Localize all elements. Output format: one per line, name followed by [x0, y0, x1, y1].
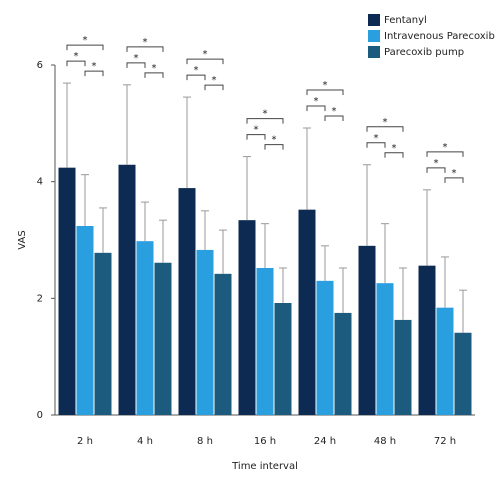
- significance-bracket: [84, 70, 104, 77]
- significance-label: *: [332, 106, 337, 117]
- significance-label: *: [443, 142, 448, 153]
- bar: [118, 164, 136, 415]
- bar: [376, 283, 394, 415]
- bar: [154, 262, 172, 415]
- significance-label: *: [212, 75, 217, 86]
- significance-label: *: [383, 117, 388, 128]
- significance-bracket: [186, 74, 206, 81]
- bar: [394, 319, 412, 415]
- bar: [436, 307, 454, 415]
- significance-label: *: [314, 96, 319, 107]
- significance-label: *: [452, 168, 457, 179]
- bar: [94, 252, 112, 415]
- legend-swatch: [368, 46, 380, 58]
- significance-bracket: [384, 152, 404, 158]
- significance-label: *: [92, 61, 97, 72]
- bar: [136, 241, 154, 415]
- significance-bracket: [426, 167, 446, 173]
- significance-label: *: [263, 109, 268, 120]
- bar: [196, 249, 214, 415]
- x-tick-label: 2 h: [77, 436, 93, 447]
- significance-label: *: [152, 63, 157, 74]
- significance-bracket: [444, 177, 464, 183]
- bar: [256, 268, 274, 415]
- bar: [358, 245, 376, 415]
- significance-bracket: [186, 58, 224, 65]
- significance-label: *: [83, 35, 88, 46]
- legend-label: Parecoxib pump: [384, 47, 464, 58]
- legend-swatch: [368, 14, 380, 26]
- x-tick-label: 48 h: [374, 436, 396, 447]
- bar: [178, 188, 196, 415]
- bar: [214, 273, 232, 415]
- bar: [334, 312, 352, 415]
- bar: [238, 220, 256, 415]
- bar: [298, 209, 316, 415]
- significance-bracket: [426, 151, 464, 157]
- significance-label: *: [134, 53, 139, 64]
- bar: [454, 332, 472, 415]
- significance-label: *: [203, 49, 208, 60]
- y-tick-label: 6: [37, 60, 43, 71]
- significance-bracket: [126, 46, 164, 52]
- significance-bracket: [366, 126, 404, 132]
- x-tick-label: 72 h: [434, 436, 456, 447]
- x-axis-label: Time interval: [231, 461, 298, 472]
- significance-bracket: [366, 142, 386, 148]
- significance-bracket: [66, 60, 86, 67]
- y-tick-label: 0: [37, 410, 43, 421]
- significance-bracket: [246, 118, 284, 124]
- significance-label: *: [143, 37, 148, 48]
- significance-label: *: [194, 65, 199, 76]
- y-tick-label: 4: [37, 177, 43, 188]
- significance-bracket: [126, 62, 146, 68]
- significance-label: *: [392, 143, 397, 154]
- significance-label: *: [374, 133, 379, 144]
- x-tick-label: 24 h: [314, 436, 336, 447]
- x-tick-label: 4 h: [137, 436, 153, 447]
- significance-bracket: [246, 134, 266, 140]
- significance-bracket: [144, 72, 164, 78]
- bar: [76, 226, 94, 415]
- y-tick-label: 2: [37, 293, 43, 304]
- significance-label: *: [272, 135, 277, 146]
- significance-label: *: [254, 125, 259, 136]
- bar: [274, 303, 292, 415]
- legend-label: Intravenous Parecoxib: [384, 31, 495, 42]
- bar: [58, 167, 76, 415]
- y-axis-label: VAS: [17, 230, 28, 249]
- significance-label: *: [323, 80, 328, 91]
- bar: [316, 280, 334, 415]
- legend-swatch: [368, 30, 380, 42]
- significance-label: *: [434, 158, 439, 169]
- significance-bracket: [66, 44, 104, 51]
- significance-bracket: [306, 89, 344, 95]
- x-tick-label: 8 h: [197, 436, 213, 447]
- x-tick-label: 16 h: [254, 436, 276, 447]
- significance-bracket: [204, 84, 224, 91]
- significance-label: *: [74, 51, 79, 62]
- significance-bracket: [264, 144, 284, 150]
- significance-bracket: [306, 105, 326, 111]
- significance-bracket: [324, 115, 344, 121]
- bar: [418, 265, 436, 415]
- legend-label: Fentanyl: [384, 15, 427, 26]
